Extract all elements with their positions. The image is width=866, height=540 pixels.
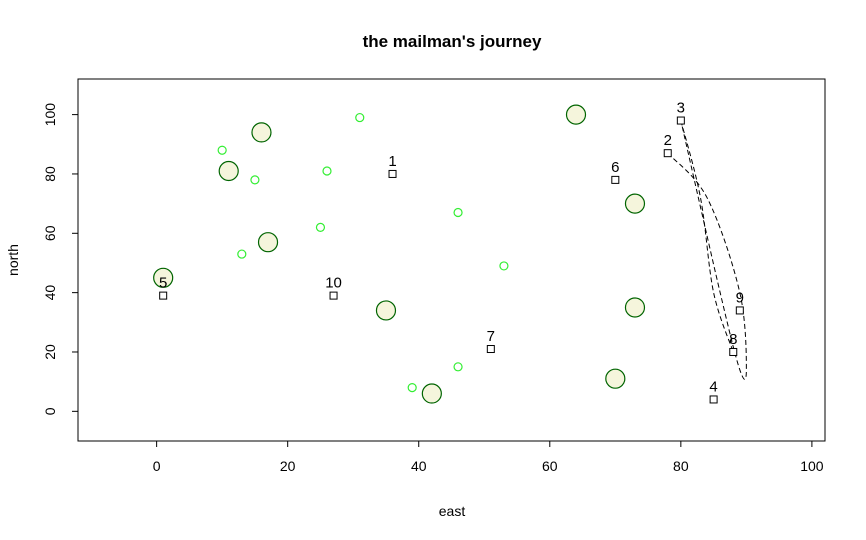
stop-label: 9 [736,289,744,306]
stop-label: 10 [325,275,342,292]
small-circle-point [250,175,260,185]
stop-label: 8 [729,331,737,348]
stop-label: 6 [611,159,619,176]
stop-marker [611,175,620,184]
y-tick-label: 60 [42,225,58,241]
y-tick-label: 80 [42,166,58,182]
stop-marker [735,306,744,315]
y-tick-label: 0 [42,407,58,415]
stop-label: 5 [159,275,167,292]
small-circle-point [322,166,332,176]
large-circle-point [251,122,272,143]
small-circle-point [355,112,365,123]
stop-marker [388,169,397,178]
small-circle-point [499,261,509,271]
stop-label: 7 [487,328,495,345]
plot-frame [77,78,826,442]
stop-marker [486,345,495,354]
stop-marker [709,395,718,404]
small-circle-point [237,249,247,259]
x-tick-label: 0 [153,458,161,474]
stop-marker [729,347,738,356]
stop-label: 4 [709,378,717,395]
small-circle-point [407,382,417,393]
small-circle-point [217,145,227,155]
large-circle-point [257,232,279,253]
x-tick-label: 100 [800,458,824,474]
stop-marker [329,291,338,300]
y-tick-label: 100 [42,103,58,127]
x-tick-label: 40 [411,458,427,474]
small-circle-point [453,207,463,218]
large-circle-point [375,300,397,321]
large-circle-point [153,267,174,288]
stop-label: 1 [388,153,396,170]
route-path [667,120,747,380]
large-circle-point [624,193,646,214]
large-circles [153,104,646,404]
stop-marker [676,116,685,125]
chart-title: the mailman's journey [363,32,542,51]
stop-label: 2 [664,132,672,149]
small-circle-point [315,222,326,232]
y-tick-label: 40 [42,285,58,301]
x-axis: 0 20 40 60 80 100 [153,441,824,474]
small-circle-point [453,362,463,372]
x-axis-label: east [439,503,466,519]
large-circle-point [624,297,646,318]
y-axis-label: north [5,244,21,276]
stop-marker [159,291,168,300]
y-axis: 0 20 40 60 80 100 [42,103,78,415]
stop-marker [663,149,672,158]
large-circle-point [218,160,239,182]
y-tick-label: 20 [42,344,58,360]
large-circle-point [605,368,626,389]
stop-label: 3 [677,100,685,117]
route-paths [667,120,747,380]
large-circle-point [565,104,587,125]
large-circle-point [421,383,442,404]
x-tick-label: 60 [542,458,558,474]
route-path [680,120,734,353]
x-tick-label: 20 [280,458,296,474]
small-circles [217,112,509,393]
x-tick-label: 80 [673,458,689,474]
